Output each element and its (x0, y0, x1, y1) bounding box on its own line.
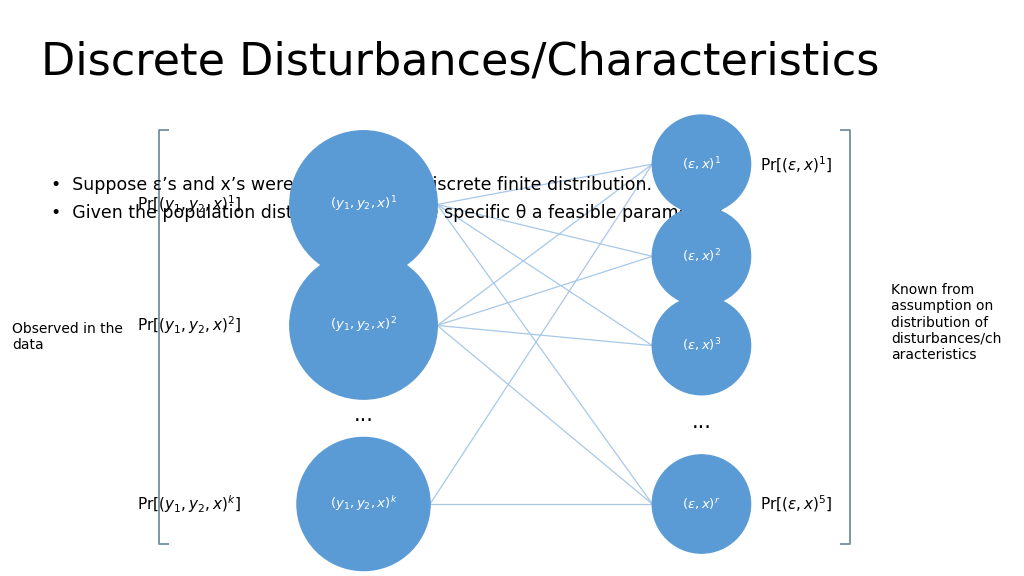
Ellipse shape (652, 207, 751, 305)
Text: $(y_1, y_2, x)^1$: $(y_1, y_2, x)^1$ (330, 195, 397, 214)
Text: •  Suppose ε’s and x’s were drawn from a discrete finite distribution.: • Suppose ε’s and x’s were drawn from a … (51, 176, 652, 194)
Text: $\mathrm{Pr}[(ε, x)^5]$: $\mathrm{Pr}[(ε, x)^5]$ (760, 494, 833, 514)
Text: ...: ... (691, 412, 712, 431)
Text: $\mathrm{Pr}[(ε, x)^1]$: $\mathrm{Pr}[(ε, x)^1]$ (760, 154, 833, 175)
Ellipse shape (290, 131, 437, 278)
Ellipse shape (652, 115, 751, 213)
Text: Observed in the
data: Observed in the data (12, 322, 123, 352)
Text: $(y_1, y_2, x)^k$: $(y_1, y_2, x)^k$ (330, 495, 397, 513)
Text: $(ε, x)^2$: $(ε, x)^2$ (682, 248, 721, 265)
Text: Known from
assumption on
distribution of
disturbances/ch
aracteristics: Known from assumption on distribution of… (891, 283, 1001, 362)
Text: $(ε, x)^1$: $(ε, x)^1$ (682, 156, 721, 173)
Text: $\mathrm{Pr}[(y_1, y_2, x)^k]$: $\mathrm{Pr}[(y_1, y_2, x)^k]$ (137, 493, 242, 515)
Ellipse shape (652, 455, 751, 553)
Text: ...: ... (353, 405, 374, 425)
Ellipse shape (290, 252, 437, 399)
Ellipse shape (297, 437, 430, 571)
Text: $(y_1, y_2, x)^2$: $(y_1, y_2, x)^2$ (330, 316, 397, 335)
Text: $\mathrm{Pr}[(y_1, y_2, x)^2]$: $\mathrm{Pr}[(y_1, y_2, x)^2]$ (137, 314, 242, 336)
Text: $\mathrm{Pr}[(y_1, y_2, x)^1]$: $\mathrm{Pr}[(y_1, y_2, x)^1]$ (137, 194, 242, 215)
Text: $(ε, x)^r$: $(ε, x)^r$ (682, 497, 721, 511)
Text: •  Given the population distribution, is some specific θ a feasible parameter?: • Given the population distribution, is … (51, 204, 724, 222)
Ellipse shape (652, 297, 751, 395)
Text: Discrete Disturbances/Characteristics: Discrete Disturbances/Characteristics (41, 40, 880, 84)
Text: $(ε, x)^3$: $(ε, x)^3$ (682, 337, 721, 354)
